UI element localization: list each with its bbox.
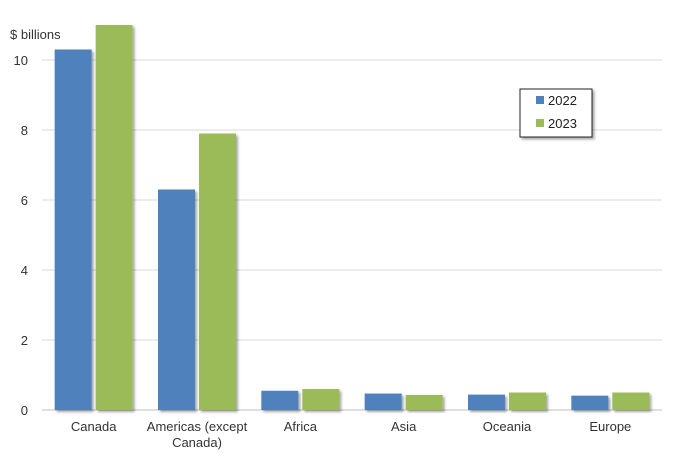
category-label: Canada <box>71 419 117 434</box>
bar-2022-4 <box>468 394 505 410</box>
bar-2022-2 <box>261 390 299 410</box>
bar-2023-1 <box>199 133 236 410</box>
bar-2022-3 <box>364 393 402 410</box>
y-tick-label: 6 <box>21 193 28 208</box>
bar-2022-1 <box>158 189 195 410</box>
bar-2023-3 <box>405 394 443 410</box>
legend-label: 2023 <box>548 116 577 131</box>
category-label: Africa <box>284 419 318 434</box>
y-tick-label: 0 <box>21 403 28 418</box>
y-tick-label: 4 <box>21 263 28 278</box>
bar-2023-5 <box>612 392 650 410</box>
bar-2023-0 <box>95 25 133 410</box>
legend-label: 2022 <box>548 93 577 108</box>
bars <box>54 25 650 410</box>
y-tick-label: 8 <box>21 123 28 138</box>
bar-2023-4 <box>509 392 546 410</box>
y-tick-label: 2 <box>21 333 28 348</box>
category-label: Canada) <box>172 435 222 450</box>
category-label: Oceania <box>483 419 532 434</box>
bar-2022-5 <box>571 395 609 410</box>
legend-swatch <box>536 96 544 104</box>
bar-2022-0 <box>54 49 92 410</box>
bar-2023-2 <box>302 389 340 410</box>
y-tick-label: 10 <box>14 53 28 68</box>
legend-swatch <box>536 119 544 127</box>
category-label: Europe <box>589 419 631 434</box>
legend: 2022 2023 <box>519 88 593 138</box>
y-axis-unit-label: $ billions <box>10 27 61 42</box>
category-label: Asia <box>391 419 417 434</box>
category-label: Americas (except <box>147 419 248 434</box>
legend-box <box>519 88 593 138</box>
